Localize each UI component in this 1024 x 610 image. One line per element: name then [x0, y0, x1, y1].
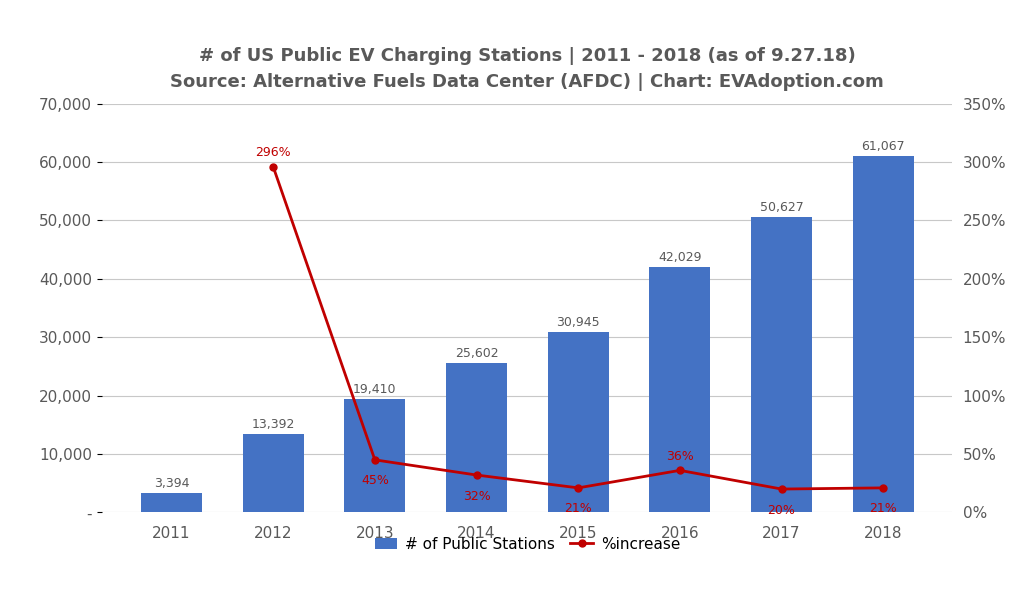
Text: 42,029: 42,029: [658, 251, 701, 264]
Text: 32%: 32%: [463, 490, 490, 503]
Bar: [141, 493, 202, 512]
%increase: [775, 486, 787, 493]
Line: %increase: %increase: [269, 163, 887, 492]
Bar: [649, 267, 711, 512]
Text: 3,394: 3,394: [154, 476, 189, 490]
Bar: [751, 217, 812, 512]
Text: 50,627: 50,627: [760, 201, 804, 214]
Bar: [243, 434, 304, 512]
%increase: [674, 467, 686, 474]
%increase: [877, 484, 889, 492]
%increase: [267, 163, 280, 170]
Bar: [446, 363, 507, 512]
Bar: [853, 156, 913, 512]
Text: 45%: 45%: [360, 475, 389, 487]
Text: 30,945: 30,945: [556, 316, 600, 329]
%increase: [572, 484, 585, 492]
Bar: [344, 399, 406, 512]
Text: 296%: 296%: [255, 146, 291, 159]
Text: 36%: 36%: [666, 450, 693, 463]
Text: 20%: 20%: [768, 504, 796, 517]
Text: 19,410: 19,410: [353, 383, 396, 396]
Bar: [548, 332, 608, 512]
Text: 21%: 21%: [869, 503, 897, 515]
Text: 25,602: 25,602: [455, 347, 499, 360]
Title: # of US Public EV Charging Stations | 2011 - 2018 (as of 9.27.18)
Source: Altern: # of US Public EV Charging Stations | 20…: [170, 46, 885, 91]
%increase: [470, 472, 482, 479]
Text: 13,392: 13,392: [252, 418, 295, 431]
Text: 21%: 21%: [564, 503, 592, 515]
Legend: # of Public Stations, %increase: # of Public Stations, %increase: [369, 531, 686, 558]
Text: 61,067: 61,067: [861, 140, 905, 153]
%increase: [369, 456, 381, 464]
